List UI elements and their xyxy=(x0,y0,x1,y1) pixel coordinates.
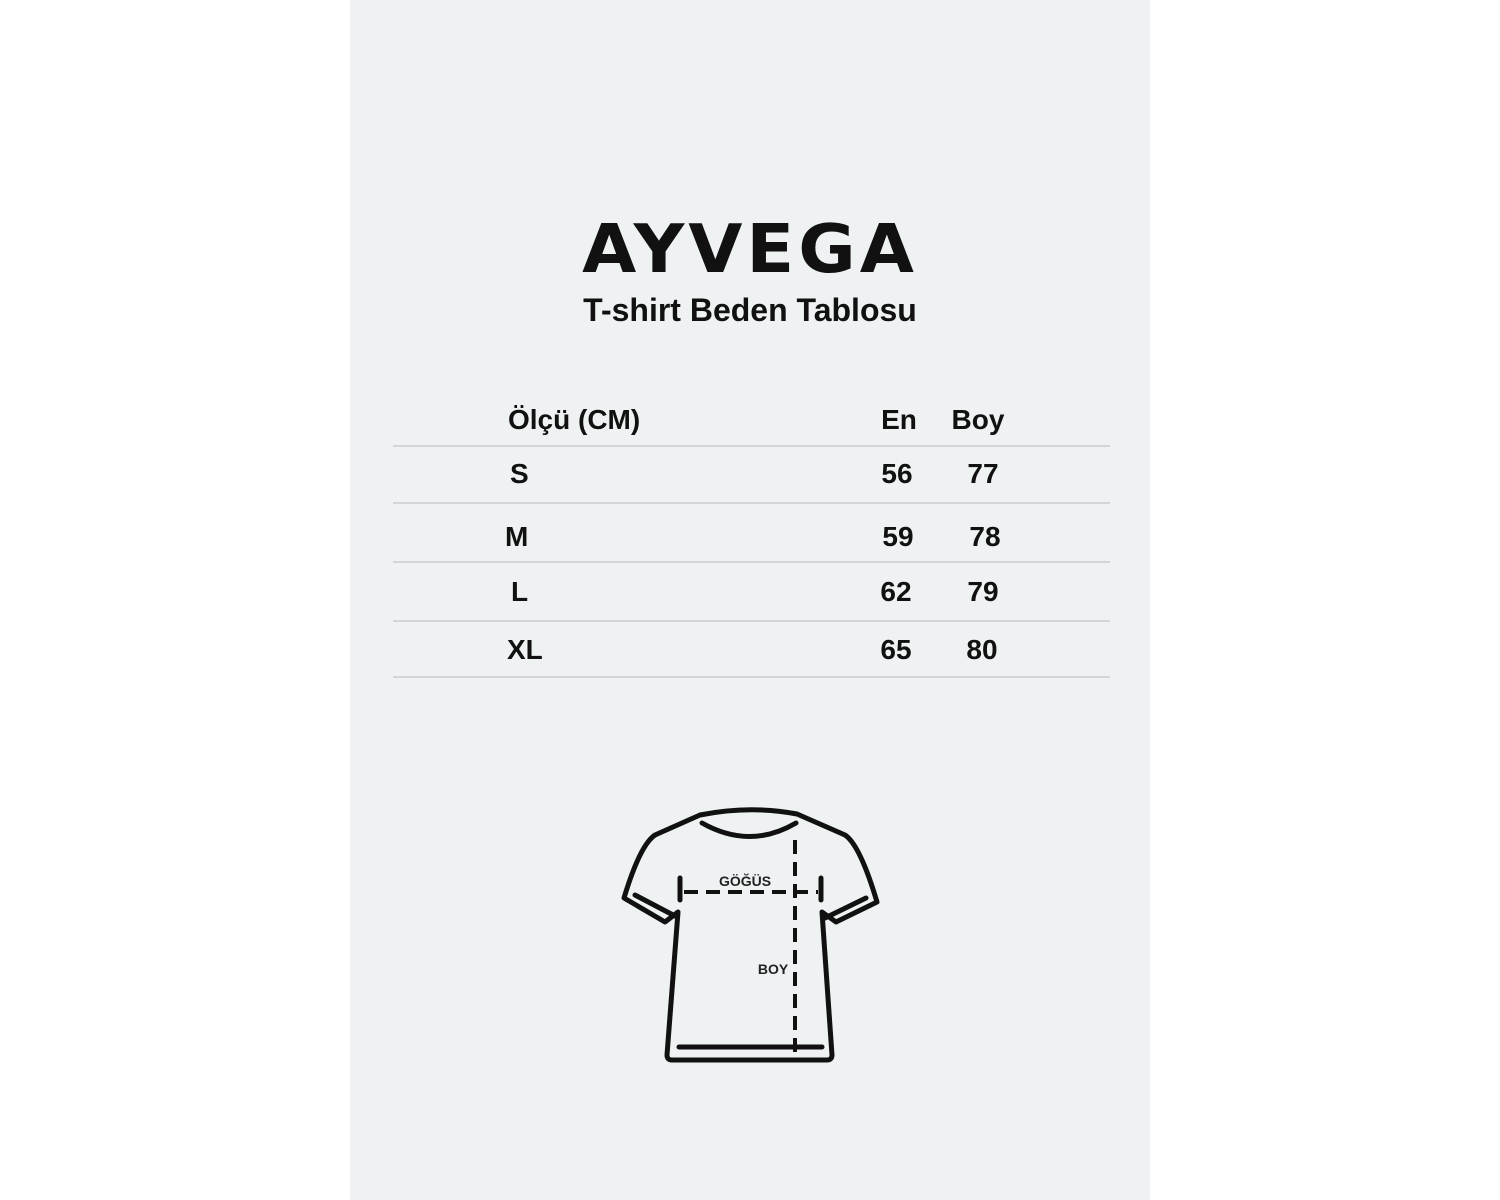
size-cell: S xyxy=(510,458,529,489)
divider xyxy=(393,620,1110,622)
en-cell: 62 xyxy=(880,576,912,607)
header-en: En xyxy=(881,404,917,435)
divider xyxy=(393,445,1110,447)
header-boy: Boy xyxy=(951,404,1005,435)
page-title: T-shirt Beden Tablosu xyxy=(583,292,917,328)
en-cell: 65 xyxy=(880,634,912,665)
brand-logo: AYVEGA xyxy=(582,210,918,288)
measure-lines xyxy=(684,840,818,1058)
size-chart-panel xyxy=(350,0,1150,1200)
boy-cell: 79 xyxy=(967,576,999,607)
divider xyxy=(393,676,1110,678)
chest-label: GÖĞÜS xyxy=(719,872,771,889)
tshirt-icon xyxy=(621,807,880,1063)
en-cell: 59 xyxy=(882,521,914,552)
divider xyxy=(393,561,1110,563)
boy-cell: 77 xyxy=(967,458,999,489)
size-cell: XL xyxy=(507,634,543,665)
length-label: BOY xyxy=(758,961,789,977)
size-cell: L xyxy=(511,576,529,607)
header-size: Ölçü (CM) xyxy=(508,404,641,435)
en-cell: 56 xyxy=(881,458,913,489)
boy-cell: 80 xyxy=(966,634,998,665)
divider xyxy=(393,502,1110,504)
boy-cell: 78 xyxy=(969,521,1001,552)
size-cell: M xyxy=(505,521,529,552)
